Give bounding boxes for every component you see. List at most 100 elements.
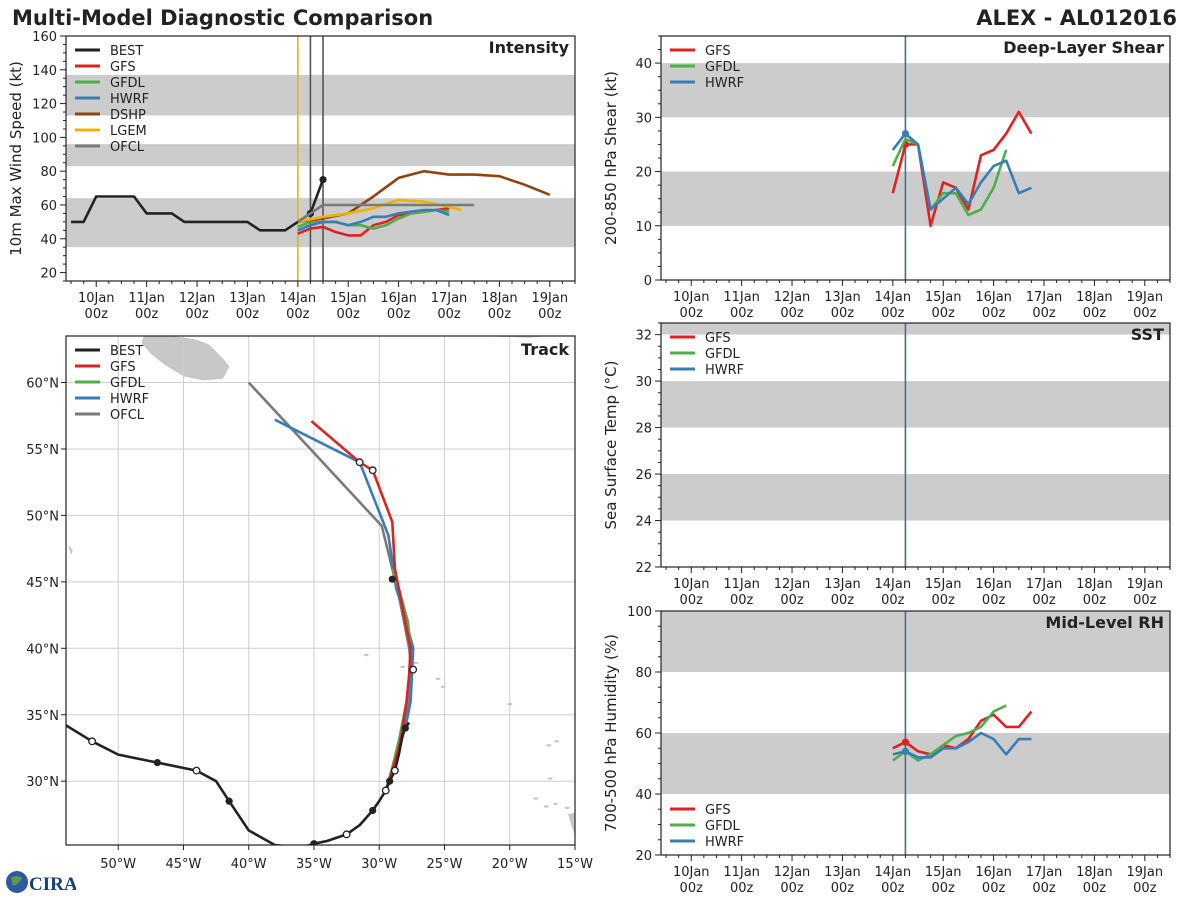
sst-xtick-label-date: 15Jan (925, 577, 962, 592)
sst-ytick-label: 24 (635, 515, 652, 530)
rh-xtick-label-date: 17Jan (1026, 865, 1063, 880)
track-ytick-label: 60°N (26, 377, 59, 392)
intensity-xtick-label-date: 15Jan (330, 291, 367, 306)
sst-xtick-label-hour: 00z (730, 593, 754, 608)
track-point-best (369, 806, 377, 815)
rh-ytick-label: 60 (635, 727, 652, 742)
rh-band (661, 611, 1170, 672)
legend-label-ofcl: OFCL (110, 408, 145, 423)
rh-line-gfdl (892, 704, 1007, 762)
sst-xtick-label-hour: 00z (680, 593, 704, 608)
island (413, 661, 419, 665)
intensity-ytick-label: 100 (32, 131, 57, 146)
track-xtick-label: 35°W (296, 857, 332, 872)
legend-label-best: BEST (110, 344, 143, 359)
rh-xtick-label-date: 15Jan (925, 865, 962, 880)
shear-xtick-label-date: 13Jan (824, 290, 861, 305)
legend-label-hwrf: HWRF (705, 76, 744, 91)
track-xtick-label: 50°W (100, 857, 136, 872)
island (554, 740, 560, 743)
intensity-xtick-label-hour: 00z (437, 307, 461, 322)
track-ytick-label: 30°N (26, 775, 59, 790)
sst-xtick-label-date: 12Jan (774, 577, 811, 592)
track-point-gfs (388, 575, 396, 583)
rh-xtick-label-date: 12Jan (774, 865, 811, 880)
legend-label-best: BEST (110, 44, 143, 59)
track-ytick-label: 35°N (26, 709, 59, 724)
sst-xtick-label-hour: 00z (1032, 593, 1056, 608)
island (588, 800, 593, 802)
sst-ylabel: Sea Surface Temp (°C) (602, 360, 620, 529)
rh-line-hwrf (892, 731, 1032, 759)
island (579, 795, 584, 797)
sst-ytick-label: 26 (635, 468, 652, 483)
legend-label-ofcl: OFCL (110, 140, 145, 155)
intensity-ytick-label: 20 (40, 267, 57, 282)
land-area (141, 336, 230, 381)
shear-xtick-label-date: 14Jan (875, 290, 912, 305)
legend-label-gfs: GFS (705, 803, 731, 818)
shear-band (661, 171, 1170, 226)
track-point-best (88, 737, 97, 746)
rh-xtick-label-hour: 00z (680, 881, 704, 896)
intensity-ytick-label: 80 (40, 165, 57, 180)
cira-logo-graphic: CIRA (6, 871, 78, 895)
track-point-best (225, 797, 233, 805)
track-point-best (386, 777, 394, 785)
intensity-xtick-label-hour: 00z (185, 307, 209, 322)
track-xtick-label: 25°W (427, 857, 463, 872)
rh-xtick-label-date: 16Jan (975, 865, 1012, 880)
intensity-xtick-label-hour: 00z (387, 307, 411, 322)
shear-xtick-label-date: 11Jan (723, 290, 760, 305)
rh-xtick-label-date: 10Jan (673, 865, 710, 880)
intensity-xtick-label-hour: 00z (85, 307, 109, 322)
island (435, 677, 441, 681)
track-point-best (192, 766, 201, 775)
rh-point-gfs (901, 738, 910, 746)
island (564, 806, 570, 809)
legend-label-hwrf: HWRF (110, 392, 149, 407)
track-xtick-label: 30°W (361, 857, 397, 872)
rh-xtick-label-hour: 00z (1083, 881, 1107, 896)
rh-xtick-label-date: 18Jan (1076, 865, 1113, 880)
shear-line-hwrf (891, 132, 1032, 211)
storm-id: ALEX - AL012016 (976, 6, 1177, 30)
intensity-xtick-label-hour: 00z (488, 307, 512, 322)
shear-xtick-label-date: 19Jan (1127, 290, 1164, 305)
track-frame (65, 335, 576, 846)
track-point-best (401, 724, 409, 732)
intensity-xtick-label-date: 16Jan (380, 291, 417, 306)
rh-xtick-label-date: 11Jan (723, 865, 760, 880)
island (552, 802, 558, 806)
legend-label-lgem: LGEM (110, 124, 147, 139)
sst-xtick-label-date: 19Jan (1127, 577, 1164, 592)
shear-xtick-label-date: 18Jan (1076, 290, 1113, 305)
legend-label-hwrf: HWRF (705, 835, 744, 850)
sst-xtick-label-hour: 00z (780, 593, 804, 608)
legend-label-gfdl: GFDL (110, 376, 146, 391)
rh-xtick-label-hour: 00z (982, 881, 1006, 896)
intensity-ytick-label: 140 (32, 64, 57, 79)
rh-xtick-label-hour: 00z (1032, 881, 1056, 896)
land-area (568, 812, 575, 835)
figure-title: Multi-Model Diagnostic Comparison (12, 6, 433, 30)
shear-point-hwrf (901, 130, 910, 138)
sst-ytick-label: 22 (635, 561, 652, 576)
shear-xtick-label-hour: 00z (982, 306, 1006, 321)
rh-xtick-label-date: 19Jan (1127, 865, 1164, 880)
sst-band (661, 323, 1170, 335)
legend-label-gfs: GFS (110, 60, 136, 75)
sst-xtick-label-date: 13Jan (824, 577, 861, 592)
legend-label-gfdl: GFDL (110, 76, 146, 91)
shear-xtick-label-date: 15Jan (925, 290, 962, 305)
rh-xtick-label-hour: 00z (780, 881, 804, 896)
rh-xtick-label-hour: 00z (1133, 881, 1157, 896)
track-map (66, 336, 593, 845)
sst-xtick-label-date: 17Jan (1026, 577, 1063, 592)
intensity-ytick-label: 160 (32, 30, 57, 45)
intensity-xtick-label-date: 18Jan (481, 291, 518, 306)
legend-label-gfdl: GFDL (705, 347, 741, 362)
sst-xtick-label-date: 10Jan (673, 577, 710, 592)
track-ytick-label: 50°N (26, 509, 59, 524)
shear-xtick-label-hour: 00z (780, 306, 804, 321)
